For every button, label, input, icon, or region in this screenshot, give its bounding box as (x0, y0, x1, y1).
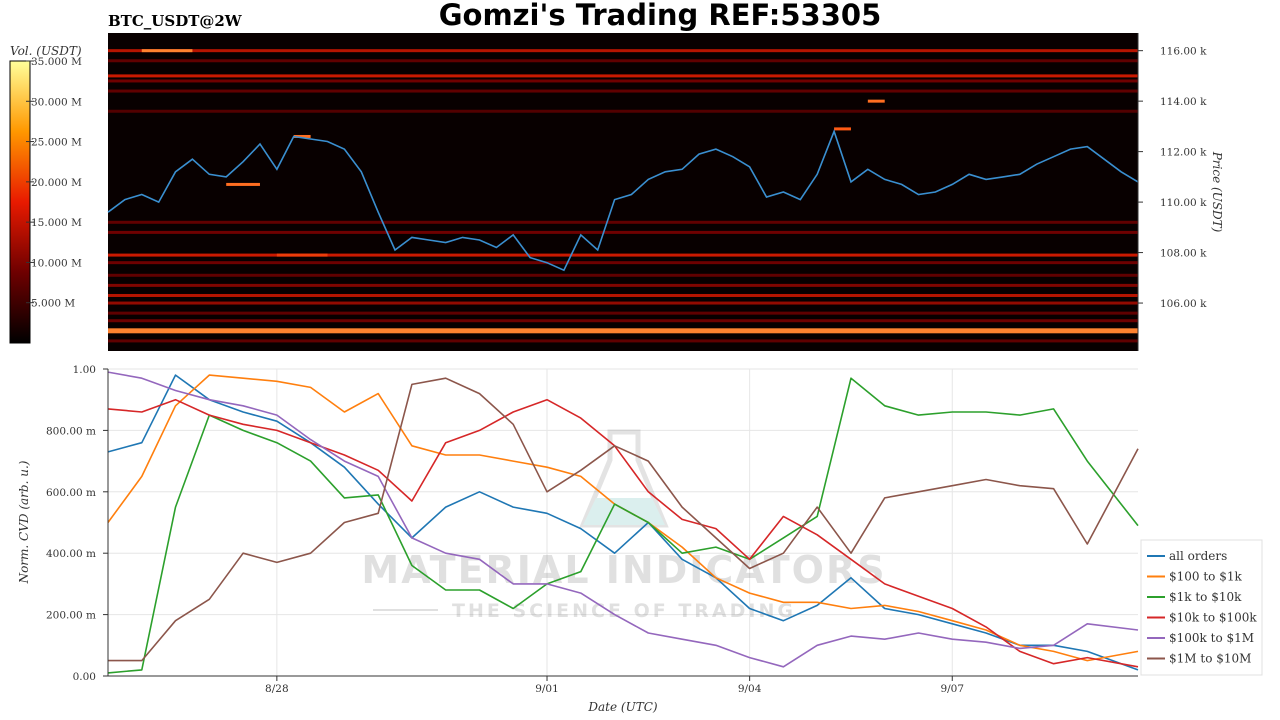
watermark: MATERIAL INDICATORS THE SCIENCE OF TRADI… (361, 429, 886, 622)
cvd-y-tick-label: 200.00 m (46, 610, 96, 622)
watermark-flask-fill (583, 498, 665, 525)
price-tick-label: 106.00 k (1160, 298, 1207, 310)
heatmap-level-1 (108, 59, 1138, 63)
colorbar-tick-label: 5.000 M (31, 298, 75, 310)
cvd-y-tick-label: 600.00 m (46, 487, 96, 499)
cvd-x-axis-label: Date (UTC) (587, 700, 657, 714)
heatmap-level-10 (108, 273, 1138, 277)
legend-label: all orders (1169, 549, 1227, 563)
price-tick-label: 116.00 k (1160, 46, 1207, 58)
series-line--1m-to-10m (108, 377, 1139, 662)
colorbar-tick-label: 20.000 M (31, 177, 82, 189)
chart-title: Gomzi's Trading REF:53305 (439, 0, 882, 32)
heatmap-level-segments (141, 49, 885, 257)
price-line (107, 129, 1139, 272)
heatmap-level-15 (108, 319, 1138, 323)
cvd-y-tick-label: 800.00 m (46, 425, 96, 437)
pair-label: BTC_USDT@2W (108, 12, 243, 30)
watermark-subtitle: THE SCIENCE OF TRADING (452, 600, 796, 622)
legend: all orders $100 to $1k $1k to $10k $10k to … (1140, 539, 1263, 676)
price-tick-label: 108.00 k (1160, 248, 1207, 260)
cvd-x-tick-label: 9/01 (535, 683, 559, 695)
cvd-x-tick-label: 9/07 (940, 683, 964, 695)
colorbar: Vol. (USDT) 35.000 M 30.000 M 25.000 M 20.0… (9, 44, 82, 344)
legend-label: $100 to $1k (1169, 570, 1242, 584)
heatmap-segment-0 (141, 49, 193, 53)
price-tick-label: 110.00 k (1160, 197, 1207, 209)
cvd-axes: 1.00 800.00 m 600.00 m 400.00 m 200.00 m 0.00… (46, 364, 1138, 695)
heatmap-level-17 (108, 339, 1138, 343)
colorbar-ticks: 35.000 M 30.000 M 25.000 M 20.000 M 15.000 M… (26, 56, 82, 310)
heatmap-segment-4 (867, 99, 885, 103)
watermark-title: MATERIAL INDICATORS (361, 548, 886, 592)
heatmap-level-12 (108, 293, 1138, 297)
legend-label: $1k to $10k (1169, 590, 1242, 604)
legend-label: $1M to $10M (1169, 652, 1251, 666)
heatmap-background (108, 33, 1138, 351)
cvd-y-tick-label: 0.00 (73, 671, 96, 683)
heatmap-level-7 (108, 230, 1138, 234)
series-line--100k-to-1m (107, 371, 1139, 668)
heatmap-segment-1 (226, 182, 260, 186)
cvd-y-axis-label: Norm. CVD (arb. u.) (17, 460, 31, 584)
heatmap-level-5 (108, 109, 1138, 113)
series-line-all-orders (107, 374, 1139, 671)
heatmap-segment-3 (276, 253, 328, 257)
heatmap-level-11 (108, 283, 1138, 287)
cvd-x-tick-label: 8/28 (265, 683, 289, 695)
heatmap-panel: 116.00 k 114.00 k 112.00 k 110.00 k 108.00 k… (107, 33, 1224, 351)
heatmap-level-9 (108, 261, 1138, 265)
colorbar-tick-label: 30.000 M (31, 96, 82, 108)
cvd-series (107, 371, 1139, 674)
colorbar-tick-label: 35.000 M (31, 56, 82, 68)
colorbar-label: Vol. (USDT) (10, 44, 82, 58)
heatmap-segment-2 (293, 134, 311, 138)
legend-label: $100k to $1M (1169, 631, 1254, 645)
price-axis: 116.00 k 114.00 k 112.00 k 110.00 k 108.00 k… (1137, 33, 1207, 351)
heatmap-level-3 (108, 79, 1138, 83)
colorbar-gradient (9, 60, 31, 344)
heatmap-level-0 (108, 49, 1138, 53)
colorbar-tick-label: 10.000 M (31, 257, 82, 269)
heatmap-level-16 (108, 328, 1138, 334)
heatmap-level-13 (108, 301, 1138, 305)
heatmap-levels (108, 49, 1138, 343)
watermark-flask-icon (579, 429, 669, 528)
heatmap-segment-5 (834, 127, 851, 131)
heatmap-level-4 (108, 89, 1138, 93)
cvd-panel: MATERIAL INDICATORS THE SCIENCE OF TRADI… (17, 364, 1263, 714)
cvd-x-tick-label: 9/04 (738, 683, 762, 695)
heatmap-level-14 (108, 311, 1138, 315)
heatmap-level-2 (108, 74, 1138, 78)
price-tick-label: 114.00 k (1160, 96, 1207, 108)
cvd-y-tick-label: 400.00 m (46, 548, 96, 560)
colorbar-tick-label: 25.000 M (31, 137, 82, 149)
legend-label: $10k to $100k (1169, 611, 1257, 625)
series-line--1k-to-10k (107, 377, 1139, 674)
cvd-y-tick-label: 1.00 (73, 364, 96, 376)
price-axis-label: Price (USDT) (1210, 151, 1224, 233)
colorbar-tick-label: 15.000 M (31, 217, 82, 229)
heatmap-level-8 (108, 253, 1138, 257)
heatmap-level-6 (108, 220, 1138, 224)
legend-box (1140, 539, 1263, 676)
price-tick-label: 112.00 k (1160, 147, 1207, 159)
